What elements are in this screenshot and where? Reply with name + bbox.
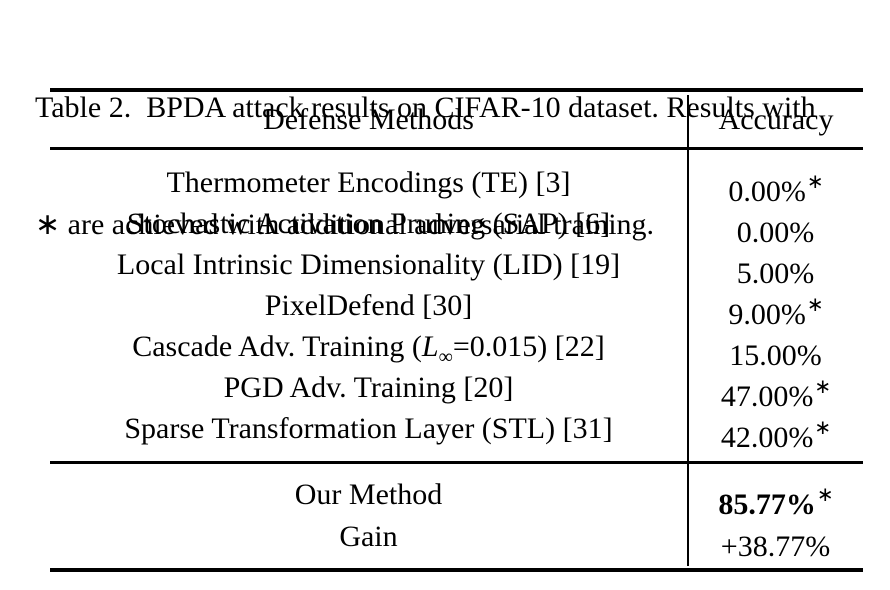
accuracy-cell: 42.00%∗ <box>687 408 863 454</box>
method-name: Gain <box>339 520 398 553</box>
accuracy-value: 15.00% <box>729 339 822 372</box>
table-row: Stochastic Activation Pruning (SAP) [6] … <box>50 203 863 249</box>
accuracy-cell: 47.00%∗ <box>687 367 863 413</box>
header-section: Defense Methods Accuracy <box>50 92 863 147</box>
accuracy-cell: 15.00% <box>687 326 863 372</box>
adv-training-star: ∗ <box>806 294 824 316</box>
method-name: Stochastic Activation Pruning (SAP) [6] <box>126 207 611 240</box>
column-divider <box>687 150 689 461</box>
column-divider <box>687 95 689 147</box>
accuracy-value: 5.00% <box>736 257 815 290</box>
table-row: Cascade Adv. Training (L∞=0.015) [22] 15… <box>50 326 863 372</box>
adv-training-star: ∗ <box>806 171 824 193</box>
math-variable-l: L <box>421 330 439 363</box>
table-caption: Table 2. BPDA attack results on CIFAR-10… <box>35 10 816 283</box>
method-text: =0.015) [22] <box>452 330 605 363</box>
bottom-rule <box>50 568 863 572</box>
table-row: Our Method 85.77%∗ <box>50 474 863 521</box>
infinity-subscript: ∞ <box>438 346 453 368</box>
accuracy-value: 42.00% <box>720 421 814 454</box>
table-row: Local Intrinsic Dimensionality (LID) [19… <box>50 244 863 290</box>
method-name: Sparse Transformation Layer (STL) [31] <box>124 412 613 445</box>
column-header-accuracy: Accuracy <box>718 103 834 136</box>
accuracy-value: 0.00% <box>728 175 806 208</box>
table-row: PGD Adv. Training [20] 47.00%∗ <box>50 367 863 413</box>
accuracy-cell: 85.77%∗ <box>687 474 863 521</box>
accuracy-value: 9.00% <box>728 298 806 331</box>
method-name: Our Method <box>294 478 443 511</box>
method-name: Thermometer Encodings (TE) [3] <box>166 166 571 199</box>
header-rule <box>50 147 863 150</box>
adv-training-star: ∗ <box>814 417 832 439</box>
column-header-defense-methods: Defense Methods <box>263 103 474 136</box>
summary-section: Our Method 85.77%∗ Gain +38.77% <box>50 464 863 568</box>
accuracy-cell: 5.00% <box>687 244 863 290</box>
accuracy-value: 85.77% <box>718 488 816 521</box>
body-section: Thermometer Encodings (TE) [3] 0.00%∗ St… <box>50 150 863 461</box>
method-name: PGD Adv. Training [20] <box>223 371 514 404</box>
accuracy-value: 0.00% <box>736 216 815 249</box>
accuracy-cell: +38.77% <box>687 516 863 563</box>
method-text: Cascade Adv. Training ( <box>132 330 422 363</box>
method-name: Cascade Adv. Training (L∞=0.015) [22] <box>50 326 687 368</box>
table-header-row: Defense Methods Accuracy <box>50 92 863 147</box>
caption-line-1: Table 2. BPDA attack results on CIFAR-10… <box>35 91 816 124</box>
method-name: Local Intrinsic Dimensionality (LID) [19… <box>116 248 621 281</box>
mid-rule <box>50 461 863 464</box>
method-name: PixelDefend [30] <box>264 289 473 322</box>
top-rule <box>50 88 863 92</box>
table-row: Sparse Transformation Layer (STL) [31] 4… <box>50 408 863 454</box>
table-row: PixelDefend [30] 9.00%∗ <box>50 285 863 331</box>
accuracy-value: +38.77% <box>720 530 831 563</box>
table-row: Gain +38.77% <box>50 516 863 563</box>
results-table: Defense Methods Accuracy Thermometer Enc… <box>50 88 863 572</box>
accuracy-cell: 9.00%∗ <box>687 285 863 331</box>
accuracy-value: 47.00% <box>720 380 814 413</box>
caption-line-2: ∗ are achieved with additional adversari… <box>35 208 655 241</box>
column-divider <box>687 464 689 566</box>
table-row: Thermometer Encodings (TE) [3] 0.00%∗ <box>50 162 863 208</box>
accuracy-cell: 0.00% <box>687 203 863 249</box>
accuracy-cell: 0.00%∗ <box>687 162 863 208</box>
adv-training-star: ∗ <box>816 484 834 506</box>
adv-training-star: ∗ <box>814 376 832 398</box>
